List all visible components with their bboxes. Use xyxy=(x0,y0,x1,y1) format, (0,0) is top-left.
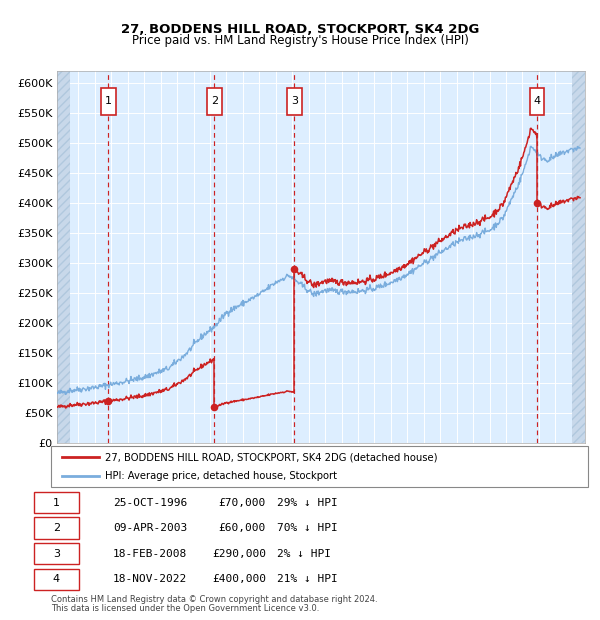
Text: 27, BODDENS HILL ROAD, STOCKPORT, SK4 2DG: 27, BODDENS HILL ROAD, STOCKPORT, SK4 2D… xyxy=(121,24,479,36)
Text: £290,000: £290,000 xyxy=(212,549,266,559)
Text: 18-NOV-2022: 18-NOV-2022 xyxy=(113,574,187,584)
Text: This data is licensed under the Open Government Licence v3.0.: This data is licensed under the Open Gov… xyxy=(51,604,319,613)
Text: Contains HM Land Registry data © Crown copyright and database right 2024.: Contains HM Land Registry data © Crown c… xyxy=(51,595,377,604)
Bar xyxy=(34,569,79,590)
Text: HPI: Average price, detached house, Stockport: HPI: Average price, detached house, Stoc… xyxy=(105,471,337,481)
Bar xyxy=(287,88,302,115)
Bar xyxy=(57,71,70,443)
Text: 2: 2 xyxy=(211,96,218,106)
Bar xyxy=(207,88,222,115)
Text: 1: 1 xyxy=(104,96,112,106)
Text: £70,000: £70,000 xyxy=(218,498,266,508)
Text: 4: 4 xyxy=(53,574,60,584)
Text: 2% ↓ HPI: 2% ↓ HPI xyxy=(277,549,331,559)
Text: 25-OCT-1996: 25-OCT-1996 xyxy=(113,498,187,508)
Text: £400,000: £400,000 xyxy=(212,574,266,584)
Text: 4: 4 xyxy=(533,96,541,106)
Text: 21% ↓ HPI: 21% ↓ HPI xyxy=(277,574,337,584)
Text: 3: 3 xyxy=(53,549,60,559)
Bar xyxy=(34,518,79,539)
Bar xyxy=(34,492,79,513)
Text: Price paid vs. HM Land Registry's House Price Index (HPI): Price paid vs. HM Land Registry's House … xyxy=(131,35,469,47)
Text: 09-APR-2003: 09-APR-2003 xyxy=(113,523,187,533)
Bar xyxy=(530,88,544,115)
Text: 1: 1 xyxy=(53,498,60,508)
Bar xyxy=(572,71,585,443)
Bar xyxy=(101,88,116,115)
Text: 3: 3 xyxy=(291,96,298,106)
Text: 70% ↓ HPI: 70% ↓ HPI xyxy=(277,523,337,533)
Text: 27, BODDENS HILL ROAD, STOCKPORT, SK4 2DG (detached house): 27, BODDENS HILL ROAD, STOCKPORT, SK4 2D… xyxy=(105,452,437,463)
Text: £60,000: £60,000 xyxy=(218,523,266,533)
Bar xyxy=(34,543,79,564)
Text: 29% ↓ HPI: 29% ↓ HPI xyxy=(277,498,337,508)
Text: 18-FEB-2008: 18-FEB-2008 xyxy=(113,549,187,559)
Text: 2: 2 xyxy=(53,523,60,533)
